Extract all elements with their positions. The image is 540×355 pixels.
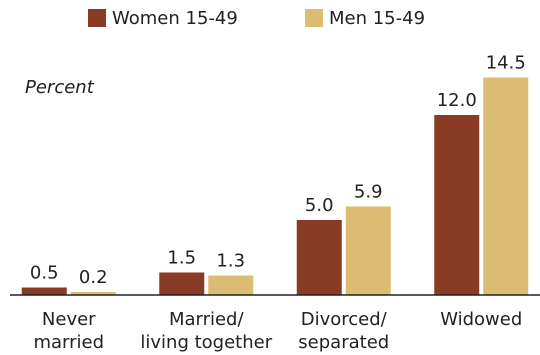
value-label: 1.5 [167,248,196,269]
value-label: 14.5 [486,53,526,74]
value-label: 12.0 [437,90,477,111]
y-axis-label: Percent [25,77,95,98]
bar [345,206,391,295]
bar [296,220,342,295]
x-tick-label: Never [42,309,96,330]
bar [21,287,67,295]
legend-label: Women 15-49 [112,8,238,29]
x-tick-label: living together [140,332,272,353]
bar [434,115,480,295]
value-label: 5.0 [305,195,334,216]
bar [70,292,116,295]
bar [208,275,254,295]
x-tick-label: Divorced/ [301,309,388,330]
x-tick-label: Married/ [169,309,245,330]
value-label: 0.5 [30,263,59,284]
bar [483,77,529,295]
bar [159,272,205,295]
legend-swatch [305,9,323,27]
x-tick-label: Widowed [440,309,522,330]
value-label: 0.2 [79,267,108,288]
x-tick-label: married [33,332,104,353]
legend-swatch [88,9,106,27]
value-label: 5.9 [354,182,383,203]
x-tick-label: separated [298,332,389,353]
value-label: 1.3 [216,251,245,272]
legend-label: Men 15-49 [329,8,425,29]
